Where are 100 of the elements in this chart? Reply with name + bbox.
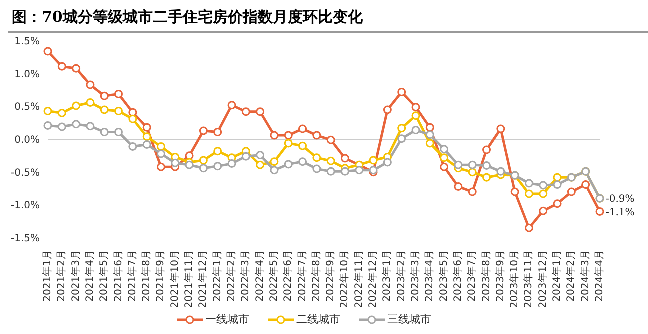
- point: [426, 139, 434, 148]
- point: [510, 188, 520, 196]
- point: [270, 166, 279, 175]
- point: [58, 122, 66, 132]
- x-tick-label: 2021年3月: [70, 250, 82, 302]
- x-tick-label: 2021年5月: [98, 250, 110, 302]
- point: [214, 128, 222, 137]
- x-tick-label: 2022年2月: [226, 250, 238, 302]
- x-tick-label: 2021年10月: [168, 250, 181, 308]
- legend-label: 二线城市: [296, 312, 340, 327]
- point: [44, 107, 52, 116]
- point: [326, 156, 336, 166]
- point: [398, 88, 406, 96]
- x-tick-label: 2021年1月: [42, 250, 54, 302]
- point: [128, 114, 138, 124]
- y-tick-label: -1.0%: [10, 200, 40, 212]
- x-tick-label: 2021年8月: [140, 250, 153, 302]
- x-tick-label: 2022年4月: [254, 250, 266, 302]
- x-tick-label: 2021年9月: [154, 250, 167, 302]
- x-tick-label: 2021年12月: [197, 250, 210, 308]
- point: [440, 154, 449, 162]
- point: [454, 160, 463, 170]
- x-tick-label: 2022年7月: [296, 250, 308, 302]
- x-tick-label: 2022年6月: [282, 250, 294, 302]
- point: [440, 162, 449, 172]
- annotation: -1.1%: [606, 207, 635, 218]
- point: [44, 47, 52, 56]
- point: [142, 132, 152, 142]
- y-tick-label: -0.5%: [10, 168, 40, 179]
- point: [185, 160, 194, 170]
- point: [100, 92, 109, 100]
- point: [214, 147, 222, 156]
- point: [468, 168, 477, 177]
- point: [553, 200, 562, 208]
- x-tick-label: 2023年5月: [438, 250, 450, 302]
- point: [539, 206, 548, 216]
- point: [86, 98, 95, 107]
- x-tick-label: 2023年11月: [522, 250, 535, 308]
- point: [256, 160, 265, 170]
- x-tick-label: 2022年3月: [240, 250, 252, 302]
- point: [312, 131, 322, 140]
- point: [553, 173, 562, 182]
- point: [284, 139, 293, 148]
- x-tick-label: 2021年6月: [112, 250, 124, 302]
- point: [298, 124, 308, 134]
- point: [142, 140, 152, 150]
- point: [440, 145, 449, 154]
- point: [228, 160, 236, 168]
- point: [326, 136, 336, 144]
- point: [156, 142, 166, 151]
- point: [199, 164, 208, 173]
- annotation: -0.9%: [606, 194, 635, 206]
- x-tick-label: 2024年4月: [594, 250, 606, 302]
- point: [582, 180, 590, 190]
- point: [355, 166, 364, 175]
- point: [128, 142, 138, 151]
- x-tick-label: 2022年10月: [338, 250, 351, 308]
- y-tick-label: 0.5%: [14, 102, 40, 114]
- point: [596, 207, 604, 216]
- legend-label: 一线城市: [206, 312, 250, 327]
- x-tick-label: 2023年8月: [480, 250, 492, 302]
- point: [142, 123, 152, 132]
- point: [242, 152, 250, 161]
- point: [270, 131, 279, 140]
- y-tick-label: 1.5%: [14, 36, 40, 48]
- legend-label: 三线城市: [388, 312, 432, 327]
- point: [242, 108, 250, 116]
- point: [270, 158, 279, 166]
- x-tick-label: 2022年12月: [367, 250, 380, 308]
- point: [482, 173, 492, 182]
- point: [100, 128, 109, 137]
- x-tick-label: 2023年3月: [410, 250, 422, 302]
- point: [72, 64, 81, 73]
- point: [482, 162, 492, 170]
- point: [412, 112, 420, 120]
- point: [539, 190, 548, 198]
- point: [340, 167, 350, 176]
- point: [383, 158, 392, 167]
- point: [398, 124, 406, 133]
- point: [156, 162, 166, 172]
- x-tick-label: 2022年8月: [310, 250, 322, 302]
- x-tick-label: 2023年2月: [395, 250, 408, 302]
- point: [524, 179, 534, 188]
- point: [539, 181, 548, 190]
- point: [298, 158, 308, 166]
- point: [312, 154, 322, 162]
- point: [496, 167, 506, 176]
- y-tick-label: 0.0%: [14, 135, 40, 146]
- point: [214, 162, 222, 171]
- point: [524, 224, 534, 232]
- point: [72, 102, 81, 110]
- point: [468, 160, 477, 170]
- x-tick-label: 2022年1月: [211, 250, 224, 302]
- x-tick-label: 2022年9月: [324, 250, 337, 302]
- x-tick-label: 2024年1月: [551, 250, 564, 302]
- point: [369, 156, 378, 165]
- x-tick-label: 2023年10月: [508, 250, 521, 308]
- point: [553, 180, 562, 190]
- point: [454, 182, 463, 192]
- x-tick-label: 2023年7月: [466, 250, 478, 302]
